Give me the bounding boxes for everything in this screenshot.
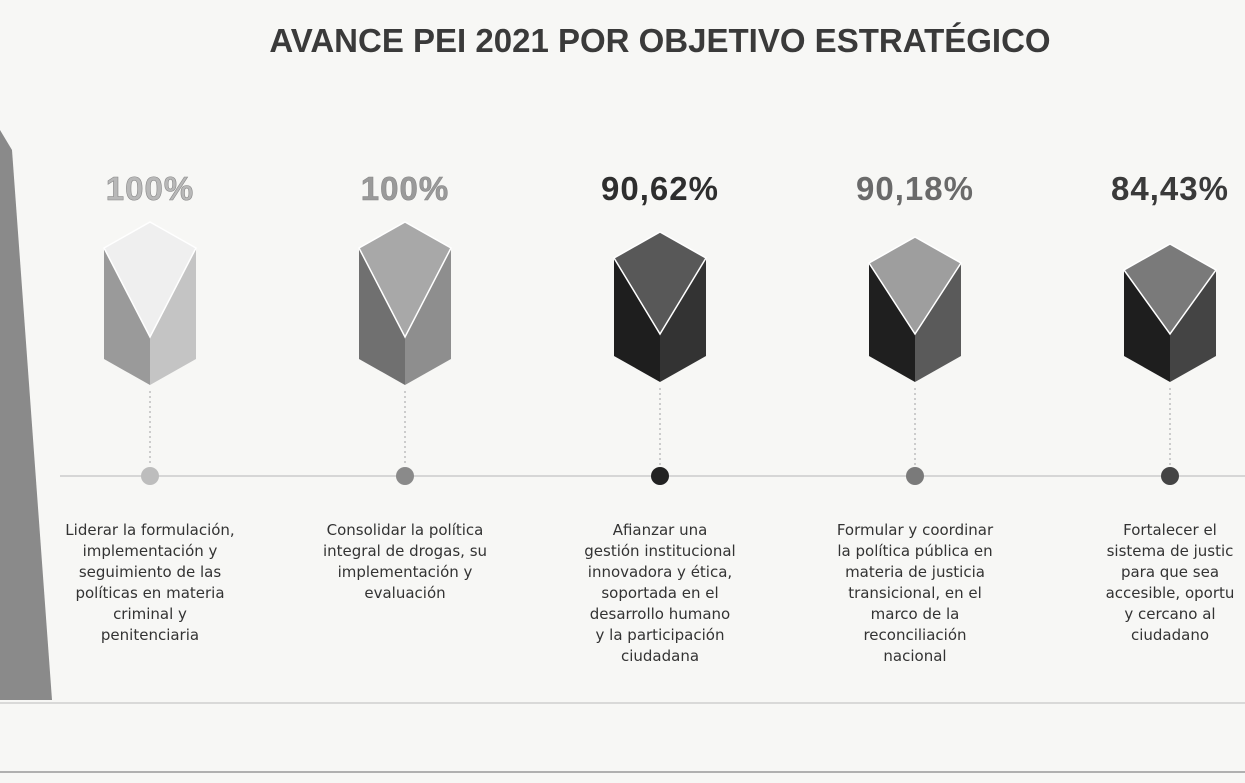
- description-line: ciudadano: [1131, 626, 1209, 644]
- description-line: evaluación: [364, 584, 445, 602]
- description-line: materia de justicia: [845, 563, 985, 581]
- description-line: seguimiento de las: [79, 563, 221, 581]
- description-line: Fortalecer el: [1123, 521, 1217, 539]
- description-line: la política pública en: [837, 542, 992, 560]
- description-line: implementación y: [338, 563, 473, 581]
- percent: 100%: [106, 170, 194, 207]
- description-line: desarrollo humano: [590, 605, 730, 623]
- description-line: Formular y coordinar: [837, 521, 994, 539]
- timeline-dot: [396, 467, 414, 485]
- description-line: políticas en materia: [75, 584, 224, 602]
- description-line: criminal y: [113, 605, 187, 623]
- timeline-dot: [1161, 467, 1179, 485]
- description-line: transicional, en el: [848, 584, 982, 602]
- percent: 90,62%: [601, 170, 719, 207]
- timeline-dot: [906, 467, 924, 485]
- description-line: Afianzar una: [613, 521, 708, 539]
- description-line: innovadora y ética,: [588, 563, 732, 581]
- background: [0, 0, 1245, 783]
- infographic: AVANCE PEI 2021 POR OBJETIVO ESTRATÉGICO…: [0, 0, 1245, 783]
- description-line: Consolidar la política: [327, 521, 484, 539]
- title: AVANCE PEI 2021 POR OBJETIVO ESTRATÉGICO: [269, 22, 1050, 59]
- timeline-dot: [651, 467, 669, 485]
- description-line: marco de la: [871, 605, 960, 623]
- description-line: implementación y: [83, 542, 218, 560]
- description-line: nacional: [883, 647, 946, 665]
- description-line: sistema de justic: [1107, 542, 1234, 560]
- description-line: accesible, oportu: [1106, 584, 1235, 602]
- percent: 84,43%: [1111, 170, 1229, 207]
- description-line: integral de drogas, su: [323, 542, 487, 560]
- percent: 90,18%: [856, 170, 974, 207]
- description-line: y cercano al: [1124, 605, 1215, 623]
- description-line: ciudadana: [621, 647, 699, 665]
- percent: 100%: [361, 170, 449, 207]
- description-line: reconciliación: [863, 626, 966, 644]
- description-line: gestión institucional: [584, 542, 735, 560]
- description-line: Liderar la formulación,: [65, 521, 234, 539]
- timeline-dot: [141, 467, 159, 485]
- description-line: soportada en el: [601, 584, 718, 602]
- description-line: y la participación: [596, 626, 725, 644]
- description-line: para que sea: [1121, 563, 1219, 581]
- description-line: penitenciaria: [101, 626, 199, 644]
